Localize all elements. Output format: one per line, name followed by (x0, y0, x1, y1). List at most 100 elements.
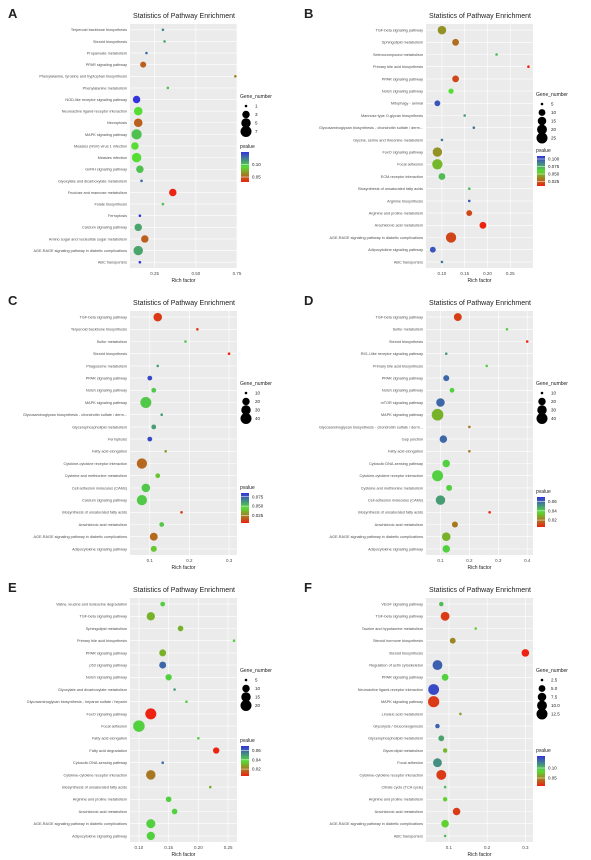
x-tick-label: 0.15 (164, 845, 173, 850)
panel-f: F Statistics of Pathway Enrichment VEGF si… (304, 580, 568, 858)
data-point (163, 40, 166, 43)
data-point (161, 761, 164, 764)
size-legend-key (537, 116, 547, 126)
size-legend-label: 40 (255, 416, 261, 421)
panel-a: A Statistics of Pathway Enrichment Terpeno… (8, 6, 272, 284)
term-label: Cysteine and methionine metabolism (361, 486, 423, 490)
data-point (442, 797, 448, 802)
data-point (165, 796, 172, 803)
panel-e: E Statistics of Pathway Enrichment Valine,… (8, 580, 272, 858)
term-label: Amino sugar and nucleotide sugar metabol… (49, 237, 127, 241)
data-point (479, 221, 487, 229)
term-label: Mannose type O-glycan biosynthesis (361, 114, 423, 118)
size-legend-label: 10.0 (551, 703, 560, 708)
size-legend-key (540, 678, 544, 682)
term-label: Necroptosis (107, 121, 127, 125)
size-legend-title: Gene_number (240, 381, 272, 387)
term-label: Mitophagy - animal (391, 102, 423, 106)
term-label: Fructose and mannose metabolism (68, 191, 127, 195)
color-legend-bar (241, 493, 249, 523)
size-legend-label: 12.5 (551, 712, 560, 717)
size-legend-key (536, 708, 548, 720)
term-label: Adipocytokine signaling pathway (72, 547, 127, 551)
color-legend-title: pvalue (240, 738, 255, 744)
chart-title: Statistics of Pathway Enrichment (429, 13, 531, 20)
x-tick-label: 0.3 (522, 845, 529, 850)
color-legend-title: pvalue (536, 489, 551, 495)
panel-letter: B (304, 6, 313, 21)
size-legend-label: 15 (255, 695, 261, 700)
data-point (227, 352, 231, 355)
color-legend-title: pvalue (240, 144, 255, 150)
term-label: Glycolysis / Gluconeogenesis (373, 725, 423, 729)
term-label: Steroid biosynthesis (93, 40, 127, 44)
data-point (443, 834, 447, 838)
size-legend-label: 2.5 (551, 678, 558, 683)
data-point (468, 450, 471, 453)
data-point (151, 424, 157, 430)
color-legend-label: 0.025 (548, 179, 560, 184)
data-point (131, 152, 142, 163)
x-tick-label: 0.1 (147, 558, 154, 563)
term-label: Glycosaminoglycan biosynthesis - chondro… (319, 425, 423, 429)
term-label: Steroid hormone biosynthesis (373, 639, 423, 643)
data-point (452, 807, 461, 816)
color-legend-label: 0.100 (548, 157, 560, 162)
data-point (505, 328, 509, 331)
term-label: Biosynthesis of unsaturated fatty acids (62, 511, 127, 515)
term-label: Selenocompound metabolism (373, 53, 423, 57)
data-point (448, 88, 454, 94)
data-point (196, 328, 199, 331)
term-label: ABC transporters (394, 260, 423, 264)
term-label: Cytokine-cytokine receptor interaction (359, 474, 423, 478)
size-legend-label: 10 (551, 110, 557, 115)
data-point (441, 532, 451, 541)
data-point (463, 114, 467, 117)
term-label: Ferroptosis (108, 214, 127, 218)
size-legend-label: 5.0 (551, 686, 558, 691)
term-label: Propanoate metabolism (87, 51, 127, 55)
term-label: Ferroptosis (108, 438, 127, 442)
x-axis-label: Rich factor (468, 278, 492, 284)
term-label: AGE-RAGE signaling pathway in diabetic c… (330, 822, 424, 826)
data-point (443, 375, 450, 382)
size-legend-label: 25 (551, 136, 557, 141)
term-label: Fatty acid elongation (92, 450, 127, 454)
color-legend-label: 0.02 (252, 767, 261, 772)
term-label: Arachidonic acid metabolism (375, 523, 423, 527)
data-point (440, 138, 444, 142)
x-tick-label: 0.1 (446, 845, 453, 850)
color-legend-label: 0.05 (548, 776, 557, 781)
data-point (442, 748, 448, 753)
data-point (467, 199, 471, 203)
size-legend-title: Gene_number (536, 381, 568, 387)
data-point (432, 470, 444, 482)
term-label: TGF-beta signaling pathway (80, 316, 128, 320)
term-label: Phenylalanine metabolism (83, 86, 127, 90)
panel-letter: F (304, 580, 312, 595)
data-point (436, 398, 445, 407)
size-legend-title: Gene_number (536, 92, 568, 98)
color-legend-label: 0.050 (252, 504, 264, 509)
size-legend-key (537, 692, 547, 702)
term-label: TGF-beta signaling pathway (376, 29, 424, 33)
term-label: Neuroactive ligand-receptor interaction (62, 110, 127, 114)
term-label: Cytokine-cytokine receptor interaction (63, 462, 127, 466)
term-label: Sphingolipid metabolism (86, 627, 127, 631)
data-point (521, 649, 530, 657)
size-legend-label: 20 (255, 399, 261, 404)
data-point (147, 436, 153, 442)
term-label: Glycerophospholipid metabolism (72, 425, 127, 429)
data-point (451, 521, 458, 528)
data-point (434, 100, 441, 107)
term-label: RIG-I-like receptor signaling pathway (361, 352, 423, 356)
data-point (146, 770, 156, 780)
size-legend-label: 5 (551, 102, 554, 107)
data-point (472, 126, 476, 129)
data-point (449, 387, 455, 393)
color-legend-bar (241, 746, 249, 776)
data-point (466, 210, 473, 217)
size-legend-label: 3 (255, 112, 258, 117)
size-legend-label: 5 (255, 121, 258, 126)
color-legend-title: pvalue (536, 748, 551, 754)
